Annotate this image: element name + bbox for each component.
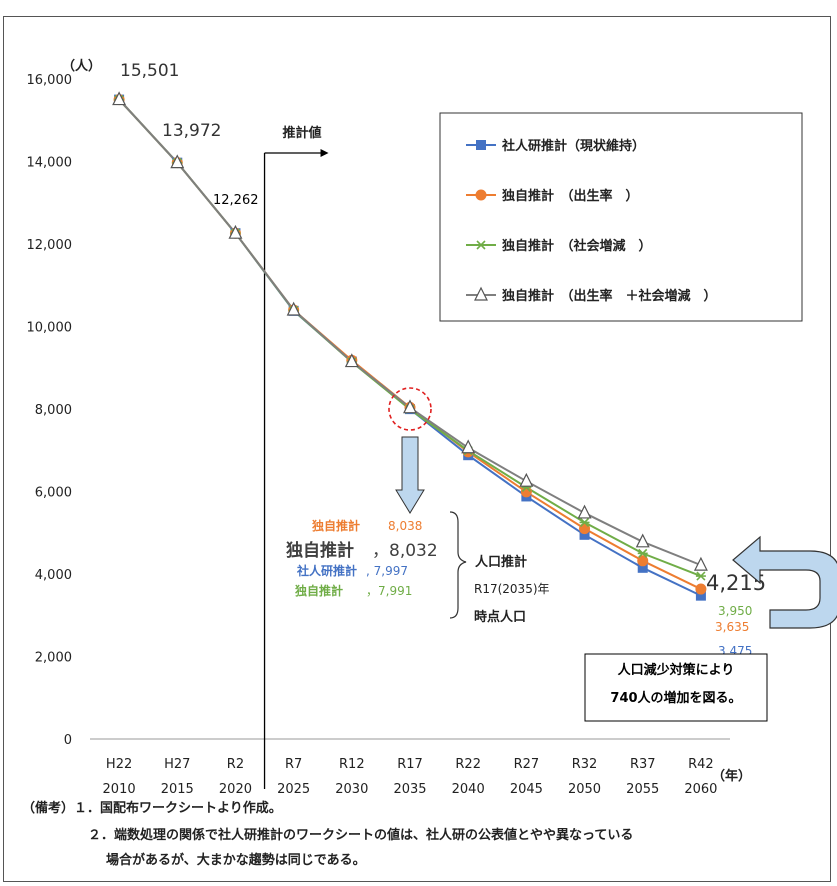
- y-tick-label: 6,000: [35, 486, 72, 501]
- x-tick-label-era: R27: [514, 757, 540, 772]
- data-point-triangle: [344, 353, 359, 368]
- callout-box: [584, 653, 768, 722]
- data-label-r2: 12,262: [213, 193, 259, 208]
- data-point-triangle: [112, 91, 127, 106]
- data-point-triangle: [635, 533, 650, 548]
- x-tick-label-year: 2040: [452, 782, 485, 797]
- y-tick-label: 10,000: [27, 321, 73, 336]
- projection-arrow-head: [320, 149, 329, 157]
- x-tick-label-year: 2015: [161, 782, 194, 797]
- footnote-line-2: ２．端数処理の関係で社人研推計のワークシートの値は、社人研の公表値とやや異なって…: [88, 828, 634, 843]
- down-arrow: [395, 436, 425, 514]
- data-point-triangle: [228, 224, 243, 239]
- data-point-triangle: [519, 472, 534, 487]
- x-tick-label-year: 2060: [684, 782, 717, 797]
- x-tick-label-era: H27: [164, 757, 190, 772]
- y-tick-label: 12,000: [27, 238, 73, 253]
- data-point-asterisk: [579, 517, 590, 528]
- x-tick-label-era: R37: [630, 757, 656, 772]
- data-point-triangle: [474, 286, 488, 301]
- data-point-square: [695, 590, 706, 601]
- legend-box: [439, 112, 803, 322]
- r17-value-ipss: , 7,997: [366, 564, 408, 578]
- data-point-square: [476, 140, 486, 150]
- r17-value-combined: ，8,032: [372, 541, 438, 561]
- brace-text-1: 人口推計: [475, 554, 527, 570]
- x-tick-label-year: 2010: [103, 782, 136, 797]
- x-tick-label-era: R42: [688, 757, 714, 772]
- x-tick-label-year: 2055: [626, 782, 659, 797]
- callout-text-1: 人口減少対策により: [618, 662, 735, 678]
- data-point-triangle: [286, 301, 301, 316]
- y-tick-label: 0: [64, 733, 72, 748]
- projection-label: 推計値: [283, 125, 322, 141]
- data-point-square: [579, 529, 590, 540]
- x-axis-label: （年）: [712, 768, 751, 784]
- y-tick-label: 8,000: [35, 403, 72, 418]
- data-point-asterisk: [638, 548, 648, 558]
- x-tick-label-era: R17: [397, 757, 423, 772]
- data-point-triangle: [461, 439, 476, 454]
- r17-label-combined: 独自推計: [286, 540, 354, 561]
- brace: [449, 511, 467, 619]
- x-tick-label-year: 2025: [277, 782, 310, 797]
- data-point-square: [637, 562, 648, 573]
- r17-value-birthrate: 8,038: [388, 519, 422, 533]
- data-label-h22: 15,501: [120, 61, 179, 81]
- data-label-h27: 13,972: [162, 121, 221, 141]
- legend-label: 独自推計 （出生率 ＋社会増減 ）: [502, 288, 717, 304]
- r17-label-social: 独自推計: [294, 583, 343, 598]
- highlight-circle: [388, 387, 432, 431]
- x-tick-label-year: 2050: [568, 782, 601, 797]
- data-point-circle: [637, 555, 649, 567]
- x-tick-label-year: 2030: [335, 782, 368, 797]
- data-point-triangle: [693, 556, 708, 571]
- x-tick-label-era: R7: [285, 757, 302, 772]
- callout-text-2: 740人の増加を図る。: [610, 690, 741, 706]
- data-point-circle: [579, 523, 591, 535]
- x-tick-label-era: R32: [572, 757, 598, 772]
- footnote-line-3: 場合があるが、大まかな趨勢は同じである。: [106, 853, 366, 868]
- brace-text-3: 時点人口: [474, 609, 526, 625]
- y-axis-label: （人）: [62, 58, 101, 74]
- data-point-triangle: [170, 154, 185, 169]
- data-label-end-birthrate: 3,635: [715, 620, 749, 634]
- footnote-line-1: （備考）１．国配布ワークシートより作成。: [22, 801, 282, 816]
- x-tick-label-era: R2: [227, 757, 244, 772]
- r17-label-birthrate: 独自推計: [311, 518, 360, 533]
- data-point-circle: [695, 583, 707, 595]
- data-point-triangle: [577, 504, 592, 519]
- legend-label: 社人研推計（現状維持）: [501, 138, 645, 154]
- data-point-asterisk: [696, 571, 706, 581]
- y-tick-label: 2,000: [35, 651, 72, 666]
- data-point-triangle: [403, 399, 417, 414]
- data-label-end-social: 3,950: [718, 604, 752, 618]
- y-tick-label: 4,000: [35, 568, 72, 583]
- y-tick-label: 16,000: [27, 73, 73, 88]
- r17-value-social: ，7,991: [366, 584, 412, 598]
- x-tick-label-year: 2045: [510, 782, 543, 797]
- x-tick-label-year: 2035: [393, 782, 426, 797]
- data-point-circle: [475, 189, 487, 201]
- x-tick-label-era: R22: [455, 757, 481, 772]
- x-tick-label-era: R12: [339, 757, 365, 772]
- u-turn-arrow: [732, 535, 837, 629]
- data-point-asterisk: [476, 240, 486, 250]
- legend-label: 独自推計 （出生率 ）: [502, 188, 639, 204]
- r17-label-ipss: 社人研推計: [296, 563, 357, 578]
- legend-label: 独自推計 （社会増減 ）: [502, 238, 652, 254]
- brace-text-2: R17(2035)年: [474, 582, 550, 596]
- y-tick-label: 14,000: [27, 156, 73, 171]
- x-tick-label-era: H22: [106, 757, 132, 772]
- x-tick-label-year: 2020: [219, 782, 252, 797]
